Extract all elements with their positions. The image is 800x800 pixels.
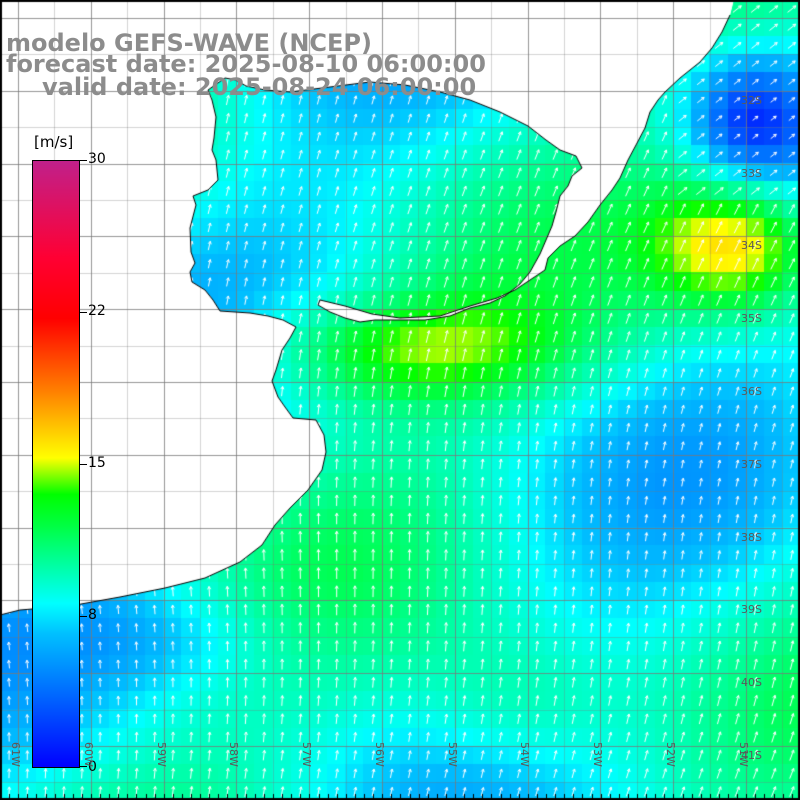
latitude-label: 37S: [741, 458, 762, 471]
longitude-label: 56W: [373, 742, 386, 767]
colorbar-tick: [79, 464, 87, 465]
longitude-label: 58W: [227, 742, 240, 767]
latitude-label: 36S: [741, 385, 762, 398]
longitude-label: 55W: [446, 742, 459, 767]
colorbar-tick-label: 22: [88, 303, 106, 319]
colorbar-tick-label: 8: [88, 607, 97, 623]
colorbar-tick: [79, 766, 87, 767]
longitude-label: 60W: [82, 742, 95, 767]
longitude-label: 53W: [591, 742, 604, 767]
model-title: modelo GEFS-WAVE (NCEP): [6, 29, 372, 57]
colorbar-tick: [79, 312, 87, 313]
longitude-label: 61W: [9, 742, 22, 767]
colorbar-tick-label: 15: [88, 455, 106, 471]
latitude-label: 34S: [741, 239, 762, 252]
colorbar-tick: [79, 616, 87, 617]
colorbar-tick-label: 30: [88, 151, 106, 167]
longitude-label: 51W: [737, 742, 750, 767]
colorbar-tick-label: 0: [88, 759, 97, 775]
latitude-label: 32S: [741, 94, 762, 107]
latitude-label: 38S: [741, 531, 762, 544]
valid-date: valid date: 2025-08-24 06:00:00: [42, 73, 477, 101]
longitude-label: 59W: [155, 742, 168, 767]
latitude-label: 33S: [741, 167, 762, 180]
longitude-label: 52W: [664, 742, 677, 767]
colorbar-tick: [79, 160, 87, 161]
longitude-label: 54W: [518, 742, 531, 767]
colorbar-units: [m/s]: [34, 133, 74, 151]
forecast-date: forecast date: 2025-08-10 06:00:00: [6, 50, 486, 78]
latitude-label: 41S: [741, 749, 762, 762]
colorbar: [32, 160, 80, 768]
latitude-label: 40S: [741, 676, 762, 689]
latitude-label: 35S: [741, 312, 762, 325]
latitude-label: 39S: [741, 603, 762, 616]
longitude-label: 57W: [300, 742, 313, 767]
